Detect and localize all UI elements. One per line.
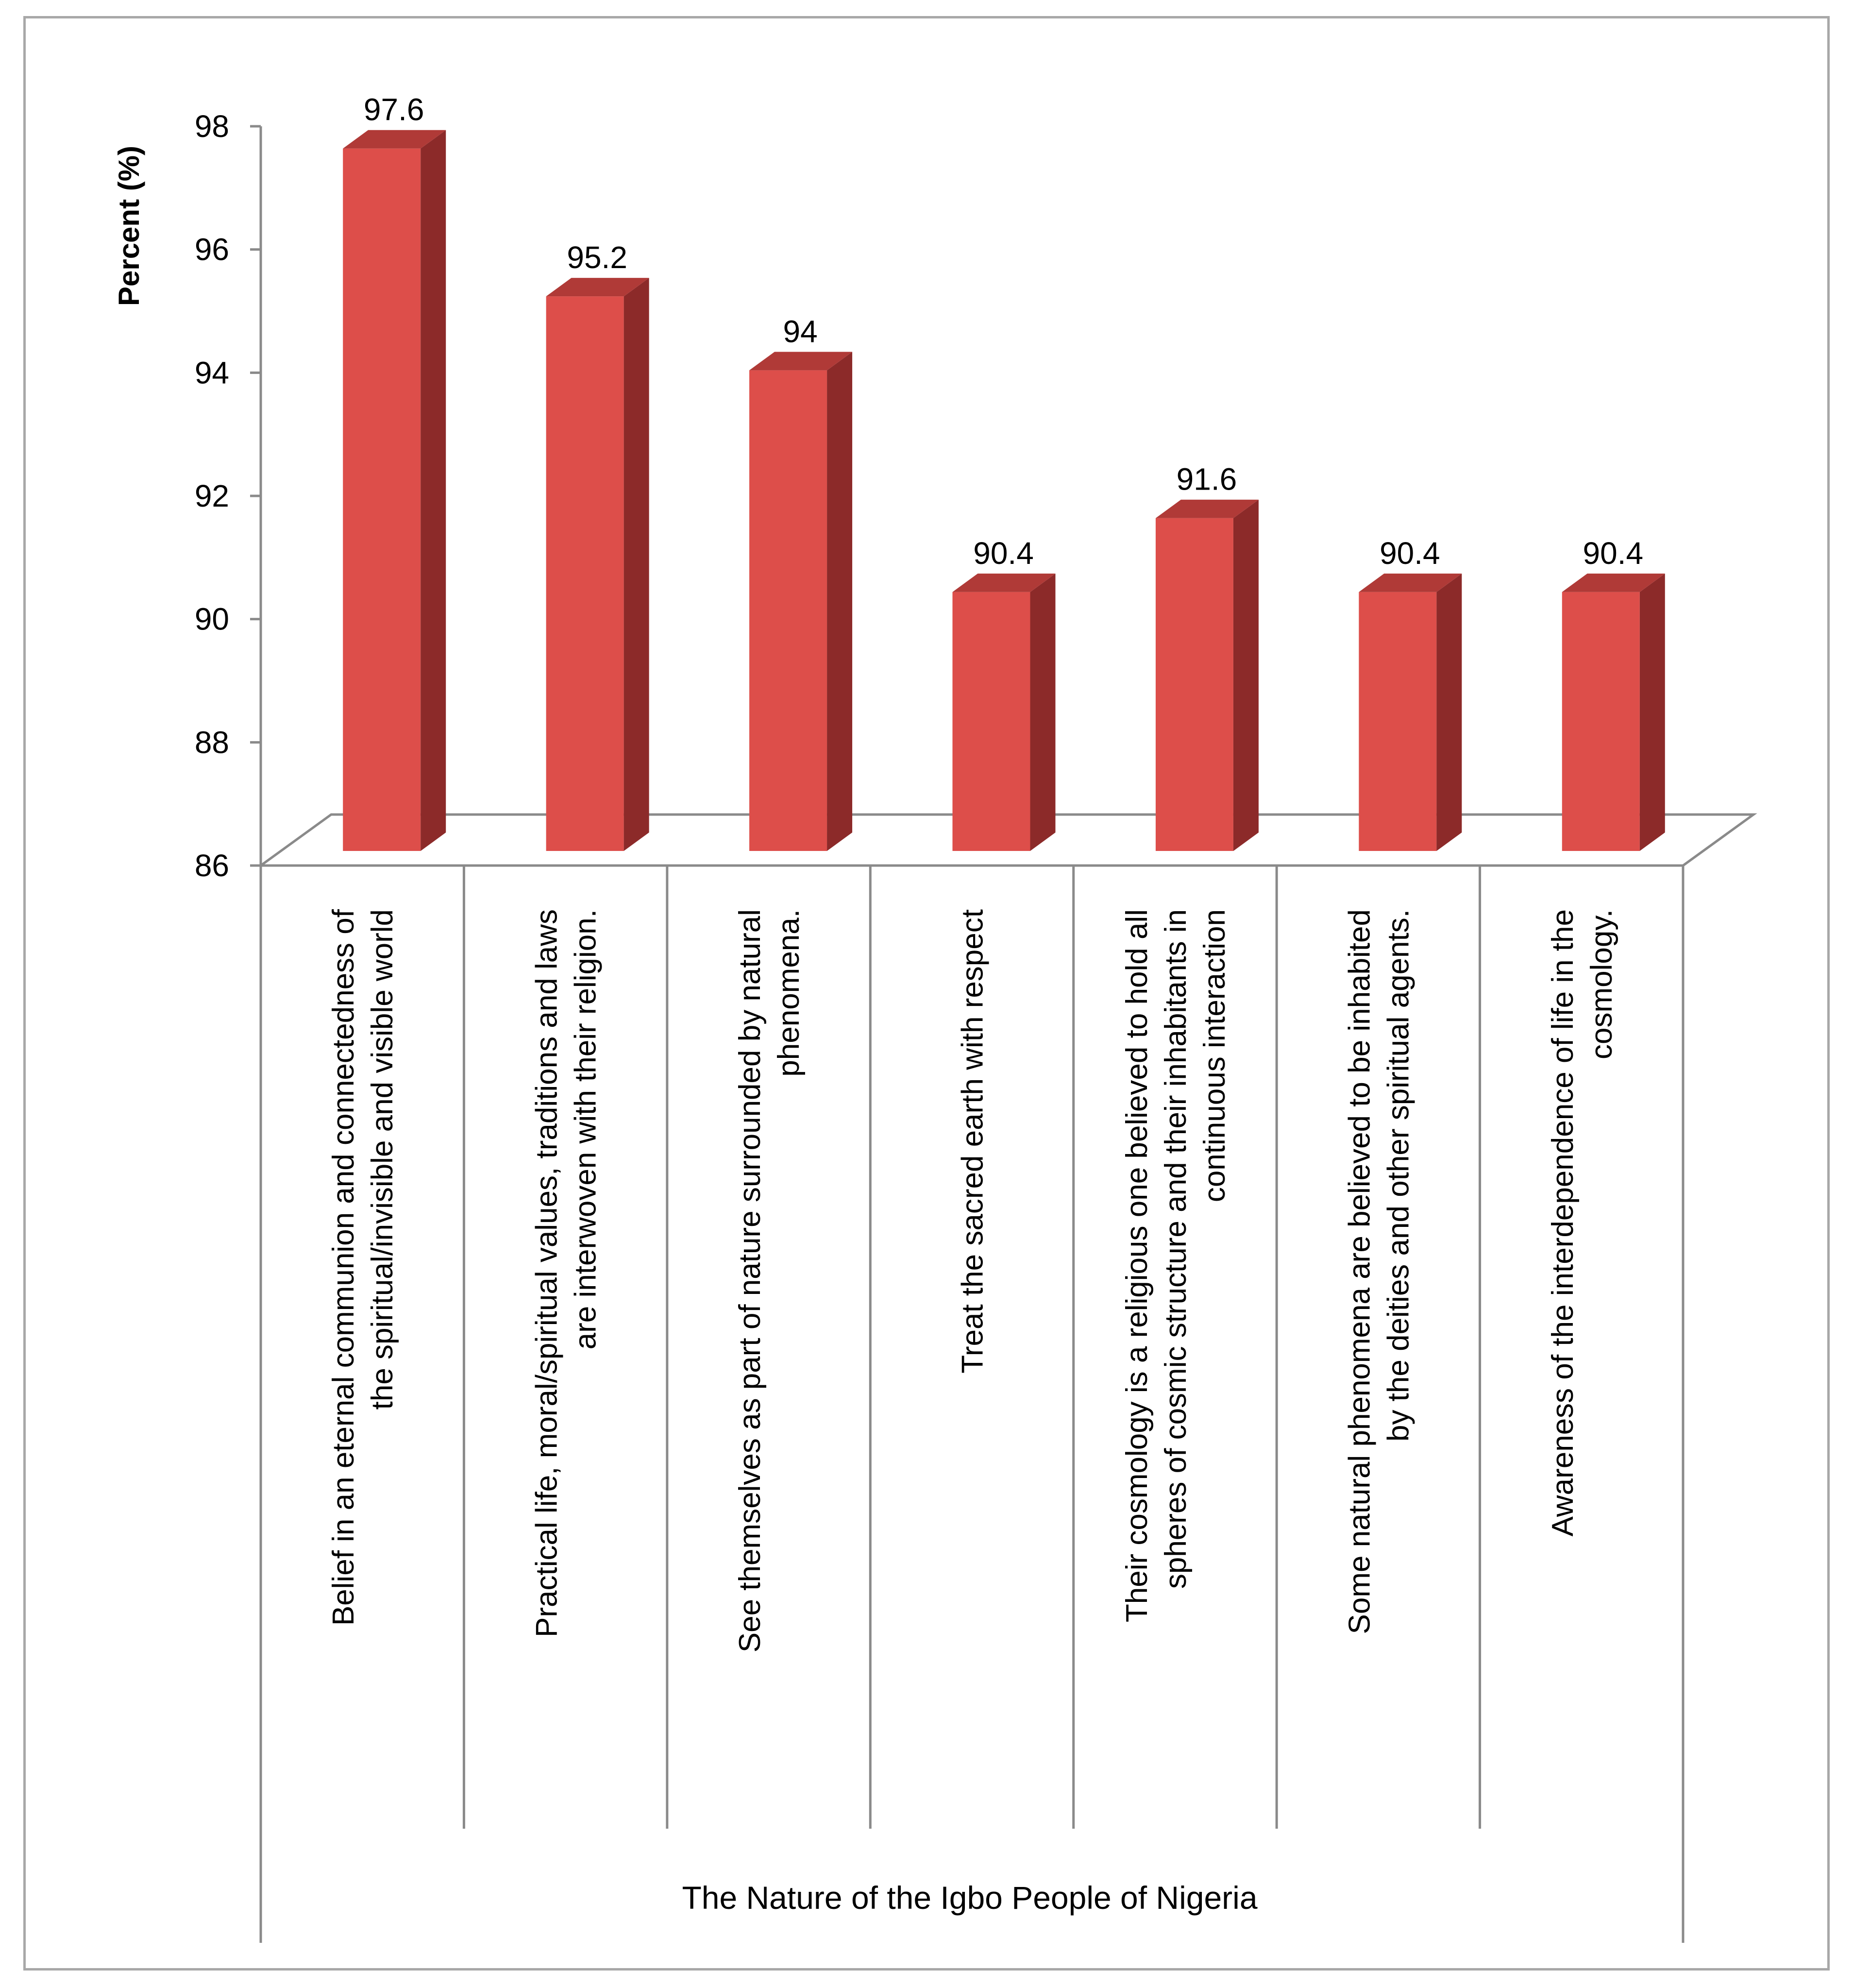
bar-top [343,130,446,149]
y-tick-label: 92 [195,478,229,513]
bar [343,148,421,851]
bar [1562,592,1640,851]
category-label-line: Some natural phenomena are believed to b… [1343,909,1376,1634]
y-tick-label: 88 [195,725,229,760]
data-label: 91.6 [1177,462,1237,497]
x-axis-title: The Nature of the Igbo People of Nigeria [682,1880,1257,1916]
bars [343,130,1665,851]
y-tick-label: 86 [195,848,229,883]
bar-side [623,278,649,851]
data-label: 97.6 [364,92,424,127]
y-axis-title: Percent (%) [113,146,145,306]
category-label: See themselves as part of nature surroun… [733,909,806,1652]
category-label-line: spheres of cosmic structure and their in… [1159,909,1193,1589]
category-label-line: See themselves as part of nature surroun… [733,909,767,1652]
data-label: 90.4 [1583,536,1644,571]
category-label: Practical life, moral/spiritual values, … [530,909,603,1637]
bar-top [1359,573,1462,592]
category-label-line: by the deities and other spiritual agent… [1381,909,1415,1442]
bar-top [952,573,1056,592]
chart-frame [23,16,1830,1971]
category-label-line: continuous interaction [1198,909,1231,1202]
bar-side [1233,499,1259,851]
category-label: Belief in an eternal communion and conne… [327,909,399,1626]
bar [952,592,1030,851]
category-label-line: are interwoven with their religion. [569,909,603,1349]
y-tick-label: 96 [195,232,229,267]
category-label-line: Their cosmology is a religious one belie… [1120,909,1154,1622]
bar-side [421,130,446,851]
bar-top [546,278,649,297]
bar-top [749,352,853,371]
category-label-line: phenomena. [772,909,806,1077]
category-label-line: the spiritual/invisible and visible worl… [366,909,399,1410]
category-label: Treat the sacred earth with respect [956,909,990,1374]
category-label: Awareness of the interdependence of life… [1546,909,1618,1536]
y-tick-label: 94 [195,355,229,390]
bar-side [827,352,853,851]
bar [1155,518,1233,851]
data-label: 94 [783,314,817,349]
bar-side [1436,573,1462,851]
category-label-line: Awareness of the interdependence of life… [1546,909,1580,1536]
category-label-line: Treat the sacred earth with respect [956,909,990,1374]
bar [1359,592,1437,851]
data-label: 90.4 [973,536,1034,571]
bar-side [1030,573,1056,851]
bar-top [1155,499,1259,518]
data-label: 95.2 [567,240,627,275]
data-label: 90.4 [1380,536,1440,571]
labels: 97.6 95.2 94 90.4 91.6 90.4 90.4 Belief in an e… [327,92,1643,1653]
category-label-line: Practical life, moral/spiritual values, … [530,909,564,1637]
y-tick-label: 98 [195,109,229,144]
category-label: Their cosmology is a religious one belie… [1120,909,1231,1622]
bar-top [1562,573,1665,592]
y-tick-label: 90 [195,602,229,637]
category-label-line: Belief in an eternal communion and conne… [327,909,360,1626]
category-label-line: cosmology. [1585,909,1618,1059]
category-label: Some natural phenomena are believed to b… [1343,909,1415,1634]
bar [546,296,624,851]
bar [749,370,827,851]
bar-side [1639,573,1665,851]
